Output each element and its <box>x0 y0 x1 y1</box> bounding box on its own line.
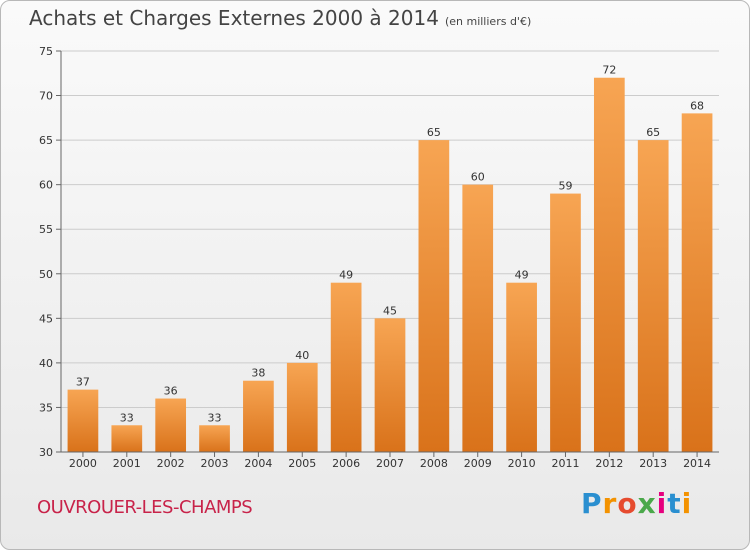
chart-title: Achats et Charges Externes 2000 à 2014 (e… <box>29 6 531 30</box>
bar-value-label: 65 <box>646 126 660 139</box>
bar-value-label: 33 <box>208 411 222 424</box>
bar-2005 <box>286 362 318 452</box>
y-tick-label: 75 <box>39 45 53 58</box>
x-tick-label: 2012 <box>595 457 623 470</box>
bar-value-label: 40 <box>295 349 309 362</box>
bar-2007 <box>374 318 406 452</box>
bar-value-label: 60 <box>471 171 485 184</box>
bar-2012 <box>593 77 625 452</box>
logo-letter: i <box>656 487 668 520</box>
x-tick-label: 2013 <box>639 457 667 470</box>
logo-letter: P <box>581 487 603 520</box>
x-tick-label: 2003 <box>201 457 229 470</box>
y-tick-label: 65 <box>39 134 53 147</box>
x-tick-label: 2010 <box>508 457 536 470</box>
bar-value-label: 59 <box>558 180 572 193</box>
x-tick-label: 2001 <box>113 457 141 470</box>
x-tick-label: 2002 <box>157 457 185 470</box>
bar-value-label: 45 <box>383 304 397 317</box>
bar-value-label: 68 <box>690 99 704 112</box>
logo-letter: i <box>681 487 693 520</box>
y-tick-label: 45 <box>39 312 53 325</box>
bar-value-label: 37 <box>76 376 90 389</box>
bar-value-label: 65 <box>427 126 441 139</box>
bar-2004 <box>243 380 274 452</box>
bar-2011 <box>550 193 581 453</box>
y-tick-label: 35 <box>39 401 53 414</box>
bars: 37 33 36 33 38 40 49 45 65 60 49 59 72 65 68 <box>67 64 713 453</box>
x-tick-label: 2006 <box>332 457 360 470</box>
y-tick-label: 40 <box>39 357 53 370</box>
x-tick-label: 2005 <box>288 457 316 470</box>
bar-2006 <box>330 282 362 452</box>
x-tick-label: 2000 <box>69 457 97 470</box>
chart-unit: (en milliers d'€) <box>444 15 532 28</box>
logo-letter: r <box>602 487 618 520</box>
chart-title-text: Achats et Charges Externes 2000 à 2014 <box>29 6 439 30</box>
x-tick-label: 2009 <box>464 457 492 470</box>
logo-letter: x <box>637 487 657 520</box>
bar-2003 <box>199 425 230 452</box>
bar-2008 <box>418 140 450 452</box>
axes: 30 35 40 45 50 55 60 65 70 75 2000 2001 2002 2003 2004… <box>39 45 719 470</box>
bar-2000 <box>67 389 99 452</box>
y-tick-label: 30 <box>39 446 53 459</box>
place-name: OUVROUER-LES-CHAMPS <box>37 497 253 518</box>
y-tick-label: 55 <box>39 223 53 236</box>
bar-value-label: 33 <box>120 411 134 424</box>
bar-2002 <box>155 398 187 452</box>
bar-value-label: 49 <box>339 269 353 282</box>
bar-value-label: 49 <box>515 269 529 282</box>
bar-value-label: 38 <box>251 367 265 380</box>
logo-letter: o <box>617 487 638 520</box>
logo-letter: t <box>667 487 682 520</box>
bar-2001 <box>111 425 143 452</box>
proxiti-logo: Proxiti <box>581 487 692 520</box>
y-tick-label: 60 <box>39 179 53 192</box>
bar-2010 <box>506 282 537 452</box>
x-tick-label: 2008 <box>420 457 448 470</box>
y-tick-label: 70 <box>39 90 53 103</box>
x-tick-label: 2007 <box>376 457 404 470</box>
bar-value-label: 72 <box>602 64 616 77</box>
x-tick-label: 2014 <box>683 457 711 470</box>
bar-value-label: 36 <box>164 385 178 398</box>
y-tick-label: 50 <box>39 268 53 281</box>
bar-2009 <box>462 184 494 452</box>
x-tick-label: 2011 <box>551 457 579 470</box>
bar-2014 <box>681 113 713 452</box>
bar-2013 <box>637 140 669 452</box>
x-tick-label: 2004 <box>244 457 272 470</box>
